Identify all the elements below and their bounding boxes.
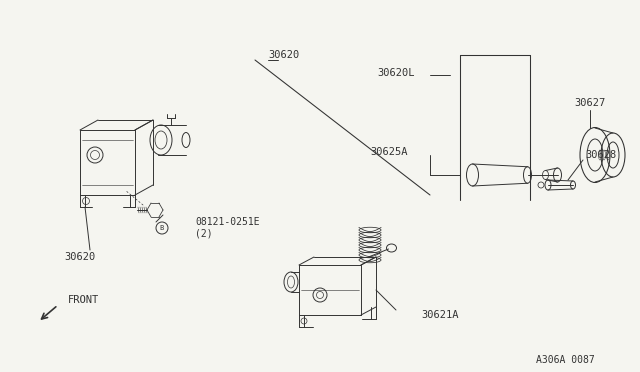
Text: 30627: 30627 <box>574 98 605 108</box>
Text: 08121-0251E
(2): 08121-0251E (2) <box>195 217 260 239</box>
Text: 30628: 30628 <box>585 150 616 160</box>
Text: A306A 0087: A306A 0087 <box>536 355 595 365</box>
Text: 30620L: 30620L <box>378 68 415 78</box>
Text: 30621A: 30621A <box>421 310 458 320</box>
Text: 30620: 30620 <box>268 50 300 60</box>
Text: 30620: 30620 <box>65 252 95 262</box>
Text: 30625A: 30625A <box>371 147 408 157</box>
Text: FRONT: FRONT <box>68 295 99 305</box>
Text: B: B <box>160 225 164 231</box>
